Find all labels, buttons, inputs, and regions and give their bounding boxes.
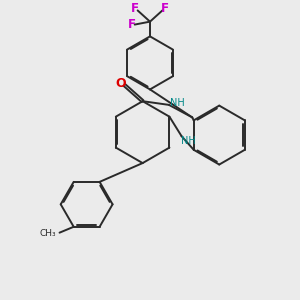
Text: F: F [161,2,169,16]
Text: F: F [128,18,136,31]
Text: NH: NH [181,136,195,146]
Text: CH₃: CH₃ [40,229,57,238]
Text: F: F [131,2,139,16]
Text: NH: NH [170,98,184,108]
Text: O: O [115,77,126,90]
